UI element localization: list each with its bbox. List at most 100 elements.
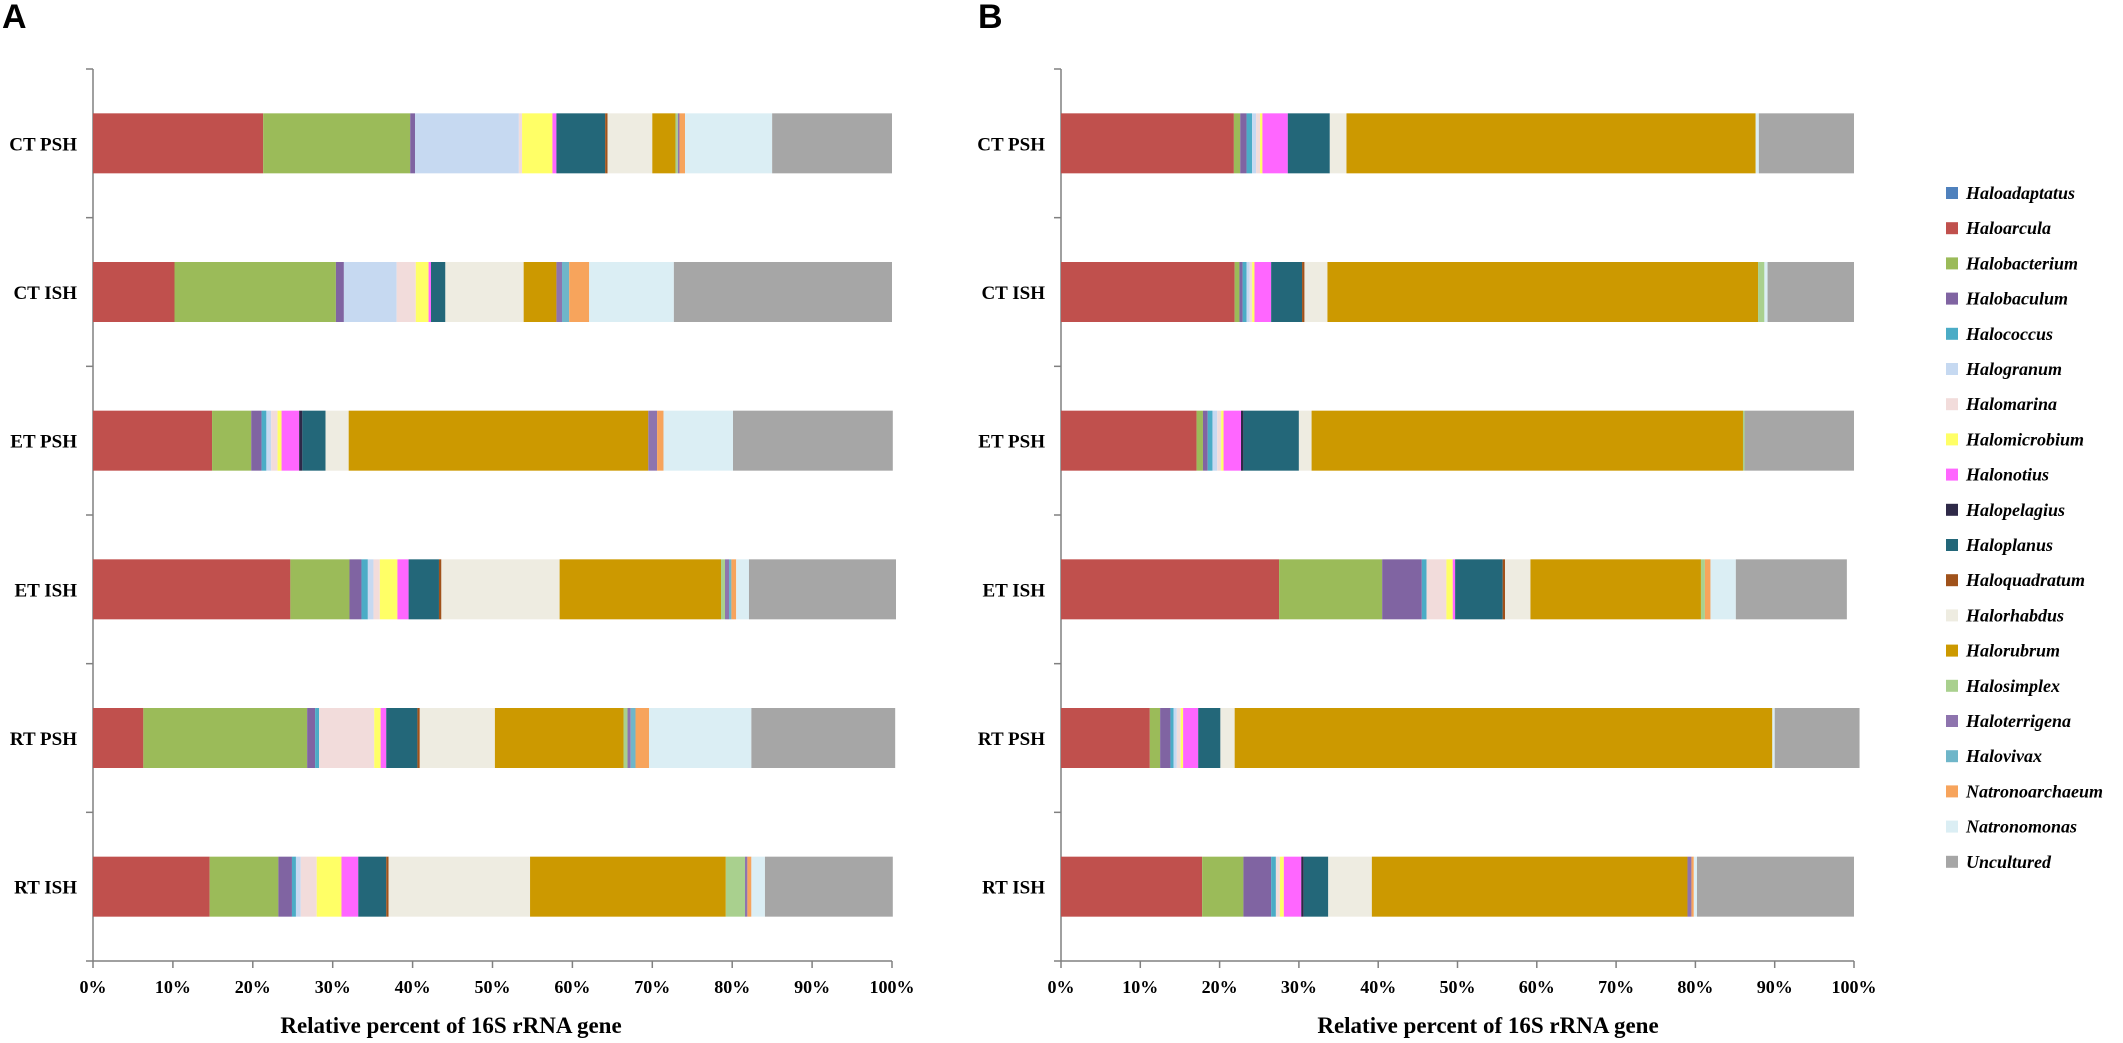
bar-segment-haloquadratum-rt-ish — [386, 856, 389, 917]
bar-segment-natronoarchaeum-rt-ish — [747, 856, 752, 917]
bar-segment-halorhabdus-et-psh — [1298, 410, 1312, 471]
bar-segment-halorhabdus-ct-psh — [607, 113, 653, 174]
bar-segment-uncultured-et-ish — [1735, 559, 1847, 620]
category-label-et-ish: ET ISH — [15, 580, 78, 601]
bar-segment-halonotius-et-psh — [281, 410, 300, 471]
bar-segment-halorubrum-et-ish — [559, 559, 722, 620]
bar-segment-uncultured-et-psh — [1744, 410, 1854, 471]
bar-segment-uncultured-rt-ish — [764, 856, 893, 917]
x-tick-label: 40% — [395, 977, 431, 997]
bar-segment-halorubrum-ct-ish — [523, 262, 557, 322]
bar-segment-haloplanus-et-psh — [1243, 410, 1299, 471]
bar-segment-halopelagius-et-psh — [299, 410, 303, 471]
bar-segment-uncultured-rt-ish — [1696, 856, 1854, 917]
legend-swatch-uncultured — [1946, 855, 1958, 868]
bar-segment-haloplanus-et-psh — [302, 410, 326, 471]
bar-segment-halogranum-ct-psh — [1252, 113, 1257, 174]
bar-segment-halomicrobium-rt-ish — [1279, 856, 1284, 917]
legend-swatch-haloquadratum — [1946, 574, 1958, 587]
bar-segment-halorhabdus-rt-psh — [1220, 708, 1235, 768]
bar-segment-haloarcula-ct-ish — [1061, 262, 1235, 322]
bar-segment-haloarcula-rt-psh — [1061, 708, 1150, 768]
legend-swatch-haloarcula — [1946, 222, 1958, 235]
bar-segment-haloquadratum-et-ish — [1502, 559, 1506, 620]
bar-segment-halobacterium-et-ish — [1279, 559, 1383, 620]
bar-segment-halococcus-rt-ish — [1271, 856, 1276, 917]
bar-segment-haloplanus-rt-psh — [386, 708, 418, 768]
bar-segment-halomicrobium-et-ish — [379, 559, 398, 620]
bar-segment-haloarcula-ct-psh — [93, 113, 264, 174]
bar-segment-halobaculum-ct-ish — [1239, 262, 1243, 322]
bar-segment-halomicrobium-ct-psh — [522, 113, 553, 174]
bar-segment-halonotius-ct-ish — [1254, 262, 1272, 322]
bar-segment-halogranum-et-psh — [266, 410, 272, 471]
bar-segment-haloplanus-rt-ish — [1303, 856, 1329, 917]
legend-swatch-haloterrigena — [1946, 715, 1958, 727]
bar-segment-halosimplex-rt-psh — [623, 708, 628, 768]
bar-segment-halococcus-et-ish — [361, 559, 368, 620]
bar-segment-halomarina-rt-psh — [319, 708, 375, 768]
legend-swatch-natronoarchaeum — [1946, 785, 1958, 798]
legend-swatch-halobacterium — [1946, 257, 1958, 270]
x-tick-label: 60% — [1519, 977, 1555, 997]
x-tick-label: 70% — [1598, 977, 1634, 997]
legend-label-halorhabdus: Halorhabdus — [1965, 605, 2064, 625]
legend-swatch-natronomonas — [1946, 820, 1958, 833]
x-tick-label: 20% — [1202, 977, 1238, 997]
bar-segment-natronomonas-et-ish — [736, 559, 749, 620]
bar-segment-halosimplex-rt-ish — [725, 856, 745, 917]
bar-segment-halococcus-ct-psh — [1246, 113, 1253, 174]
bar-segment-halobacterium-rt-ish — [1202, 856, 1244, 917]
bar-segment-halobaculum-ct-ish — [335, 262, 344, 322]
legend-swatch-halogranum — [1946, 363, 1958, 375]
x-tick-label: 0% — [1048, 977, 1075, 997]
bar-segment-natronomonas-rt-ish — [751, 856, 765, 917]
legend-swatch-haloplanus — [1946, 539, 1958, 551]
bar-segment-natronomonas-ct-ish — [589, 262, 674, 322]
category-label-et-psh: ET PSH — [978, 432, 1045, 453]
bar-segment-halonotius-rt-ish — [1283, 856, 1302, 917]
legend-label-halomarina: Halomarina — [1965, 394, 2057, 414]
bar-segment-halobacterium-et-psh — [212, 410, 252, 471]
x-tick-label: 90% — [1757, 977, 1793, 997]
bar-segment-halogranum-et-psh — [1212, 410, 1218, 471]
bar-segment-uncultured-ct-psh — [1758, 113, 1854, 174]
bar-segment-natronomonas-ct-psh — [1755, 113, 1759, 174]
bar-segment-halorhabdus-ct-psh — [1329, 113, 1347, 174]
bar-segment-halomicrobium-ct-psh — [1260, 113, 1263, 174]
x-tick-label: 50% — [1440, 977, 1476, 997]
bar-segment-halorubrum-rt-ish — [530, 856, 726, 917]
bar-segment-halorhabdus-et-ish — [1505, 559, 1531, 620]
bar-segment-halovivax-rt-psh — [630, 708, 636, 768]
bar-segment-halomicrobium-rt-psh — [374, 708, 381, 768]
legend-label-natronomonas: Natronomonas — [1965, 817, 2077, 837]
bar-segment-halobacterium-et-psh — [1196, 410, 1203, 471]
bar-segment-natronomonas-rt-ish — [1693, 856, 1697, 917]
category-label-rt-psh: RT PSH — [978, 729, 1045, 750]
bar-segment-halomicrobium-rt-psh — [1180, 708, 1184, 768]
bar-segment-halomarina-et-psh — [1217, 410, 1222, 471]
bar-segment-halorubrum-rt-ish — [1371, 856, 1688, 917]
bar-segment-halomarina-rt-ish — [1275, 856, 1280, 917]
category-label-et-ish: ET ISH — [983, 580, 1046, 601]
legend-swatch-halobaculum — [1946, 292, 1958, 305]
bar-segment-haloterrigena-et-ish — [725, 559, 730, 620]
bar-segment-halovivax-et-ish — [729, 559, 732, 620]
bar-segment-haloplanus-et-ish — [1455, 559, 1503, 620]
bar-segment-uncultured-et-psh — [732, 410, 893, 471]
bar-segment-haloquadratum-rt-psh — [417, 708, 420, 768]
x-tick-label: 90% — [794, 977, 830, 997]
x-tick-label: 70% — [634, 977, 670, 997]
x-tick-label: 0% — [80, 977, 107, 997]
legend-label-haloplanus: Haloplanus — [1965, 535, 2053, 555]
legend-label-halobacterium: Halobacterium — [1965, 253, 2078, 273]
bar-segment-natronomonas-ct-psh — [685, 113, 773, 174]
bar-segment-halomarina-ct-ish — [1249, 262, 1253, 322]
bar-segment-halomicrobium-et-psh — [277, 410, 282, 471]
bar-segment-natronoarchaeum-ct-ish — [569, 262, 590, 322]
bar-segment-halorubrum-ct-psh — [652, 113, 676, 174]
bar-segment-haloarcula-rt-psh — [93, 708, 144, 768]
bar-segment-halosimplex-et-psh — [1742, 410, 1745, 471]
bar-segment-haloplanus-ct-ish — [430, 262, 446, 322]
bar-segment-halorhabdus-ct-ish — [1304, 262, 1328, 322]
